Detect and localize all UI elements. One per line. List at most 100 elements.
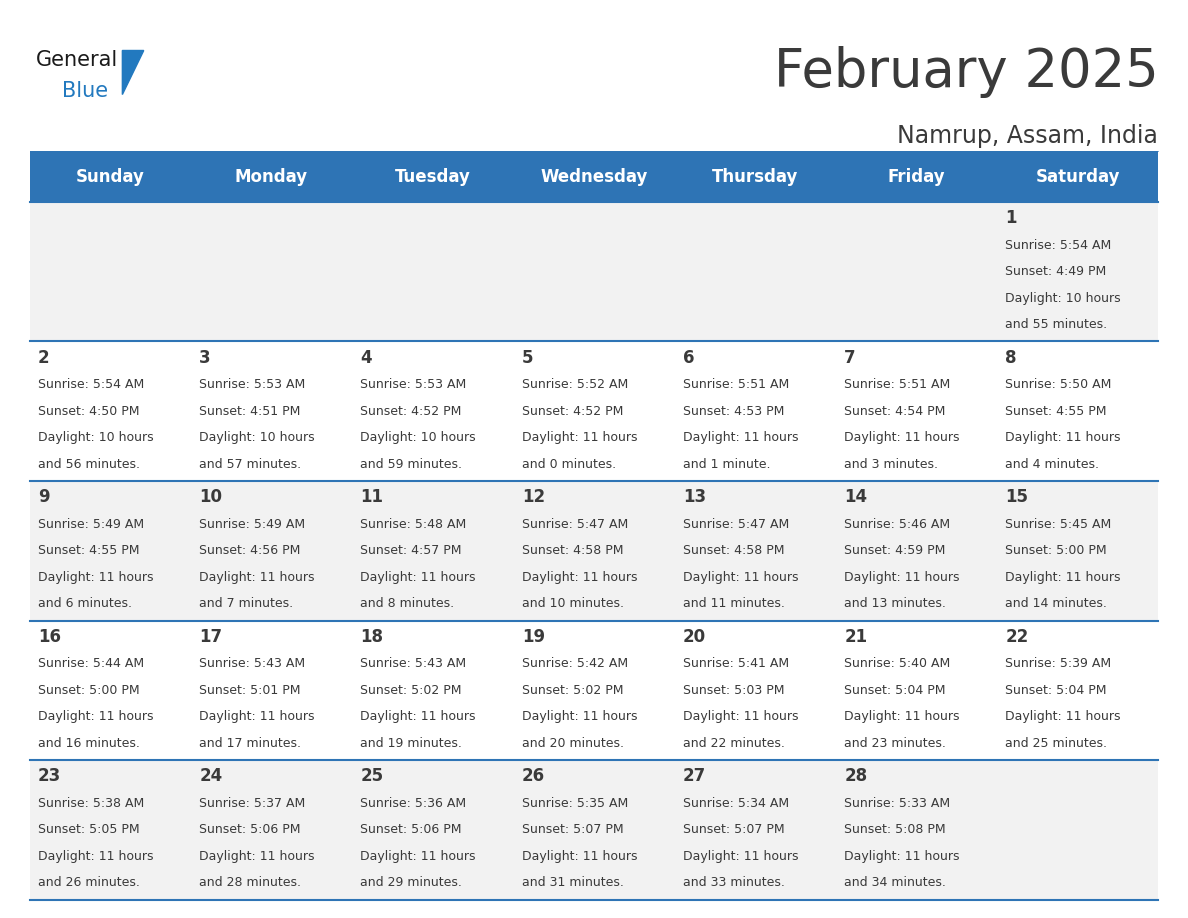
Bar [30,481,1158,621]
Text: Sunset: 4:52 PM: Sunset: 4:52 PM [360,405,462,418]
Text: Sunset: 5:02 PM: Sunset: 5:02 PM [522,684,624,697]
Text: Sunset: 5:01 PM: Sunset: 5:01 PM [200,684,301,697]
Text: Sunrise: 5:50 AM: Sunrise: 5:50 AM [1005,378,1112,391]
Text: Sunset: 5:08 PM: Sunset: 5:08 PM [845,823,946,836]
Text: Sunrise: 5:48 AM: Sunrise: 5:48 AM [360,518,467,531]
Text: Sunset: 4:55 PM: Sunset: 4:55 PM [1005,405,1107,418]
Text: 24: 24 [200,767,222,786]
Text: 19: 19 [522,628,545,646]
Text: Sunset: 4:56 PM: Sunset: 4:56 PM [200,544,301,557]
Text: 14: 14 [845,488,867,507]
Text: Sunrise: 5:52 AM: Sunrise: 5:52 AM [522,378,628,391]
Text: Daylight: 11 hours: Daylight: 11 hours [522,711,637,723]
Text: February 2025: February 2025 [773,46,1158,98]
Text: Sunrise: 5:53 AM: Sunrise: 5:53 AM [200,378,305,391]
Text: and 19 minutes.: and 19 minutes. [360,737,462,750]
Text: Sunset: 5:00 PM: Sunset: 5:00 PM [1005,544,1107,557]
Text: Sunrise: 5:49 AM: Sunrise: 5:49 AM [38,518,144,531]
Text: Sunset: 5:00 PM: Sunset: 5:00 PM [38,684,140,697]
Text: Daylight: 11 hours: Daylight: 11 hours [522,850,637,863]
Text: Daylight: 11 hours: Daylight: 11 hours [683,711,798,723]
Text: Daylight: 10 hours: Daylight: 10 hours [1005,292,1121,305]
Text: Sunrise: 5:49 AM: Sunrise: 5:49 AM [200,518,305,531]
Text: Sunset: 5:07 PM: Sunset: 5:07 PM [522,823,624,836]
Text: Monday: Monday [235,168,308,185]
Text: Daylight: 11 hours: Daylight: 11 hours [845,571,960,584]
Text: Sunset: 4:55 PM: Sunset: 4:55 PM [38,544,139,557]
Text: Sunrise: 5:45 AM: Sunrise: 5:45 AM [1005,518,1112,531]
Text: Sunset: 4:52 PM: Sunset: 4:52 PM [522,405,623,418]
Text: Daylight: 11 hours: Daylight: 11 hours [522,431,637,444]
Text: Sunrise: 5:43 AM: Sunrise: 5:43 AM [200,657,305,670]
Text: and 33 minutes.: and 33 minutes. [683,877,785,890]
Text: 22: 22 [1005,628,1029,646]
Text: Daylight: 11 hours: Daylight: 11 hours [360,571,476,584]
Text: Sunset: 5:06 PM: Sunset: 5:06 PM [200,823,301,836]
Text: 11: 11 [360,488,384,507]
Text: 26: 26 [522,767,545,786]
Text: Sunset: 4:49 PM: Sunset: 4:49 PM [1005,265,1107,278]
Text: 13: 13 [683,488,706,507]
Text: Friday: Friday [887,168,946,185]
Polygon shape [122,50,144,95]
Text: 3: 3 [200,349,210,367]
Text: and 20 minutes.: and 20 minutes. [522,737,624,750]
Text: Wednesday: Wednesday [541,168,647,185]
Text: Sunrise: 5:51 AM: Sunrise: 5:51 AM [845,378,950,391]
Text: and 55 minutes.: and 55 minutes. [1005,319,1107,331]
Text: General: General [36,50,118,71]
Bar [30,621,1158,760]
Text: and 13 minutes.: and 13 minutes. [845,598,946,610]
Text: and 6 minutes.: and 6 minutes. [38,598,132,610]
Text: Sunrise: 5:33 AM: Sunrise: 5:33 AM [845,797,950,810]
Text: Sunrise: 5:47 AM: Sunrise: 5:47 AM [522,518,628,531]
Text: Sunset: 4:53 PM: Sunset: 4:53 PM [683,405,784,418]
Text: Sunrise: 5:41 AM: Sunrise: 5:41 AM [683,657,789,670]
Text: 10: 10 [200,488,222,507]
Text: Sunrise: 5:36 AM: Sunrise: 5:36 AM [360,797,467,810]
Bar [30,202,1158,341]
Text: Sunrise: 5:51 AM: Sunrise: 5:51 AM [683,378,789,391]
Text: and 14 minutes.: and 14 minutes. [1005,598,1107,610]
Text: Sunset: 5:05 PM: Sunset: 5:05 PM [38,823,140,836]
Text: and 26 minutes.: and 26 minutes. [38,877,140,890]
Text: and 10 minutes.: and 10 minutes. [522,598,624,610]
Text: Daylight: 11 hours: Daylight: 11 hours [38,571,153,584]
Text: Daylight: 11 hours: Daylight: 11 hours [683,571,798,584]
Text: Sunrise: 5:46 AM: Sunrise: 5:46 AM [845,518,950,531]
Text: Daylight: 10 hours: Daylight: 10 hours [200,431,315,444]
Text: Sunset: 4:57 PM: Sunset: 4:57 PM [360,544,462,557]
Text: Saturday: Saturday [1036,168,1120,185]
Text: and 4 minutes.: and 4 minutes. [1005,458,1099,471]
Text: and 7 minutes.: and 7 minutes. [200,598,293,610]
Text: 5: 5 [522,349,533,367]
Text: and 56 minutes.: and 56 minutes. [38,458,140,471]
Text: 28: 28 [845,767,867,786]
Text: 7: 7 [845,349,855,367]
Text: Sunrise: 5:37 AM: Sunrise: 5:37 AM [200,797,305,810]
Text: 2: 2 [38,349,50,367]
Text: 9: 9 [38,488,50,507]
Text: Sunrise: 5:47 AM: Sunrise: 5:47 AM [683,518,789,531]
Text: Daylight: 10 hours: Daylight: 10 hours [360,431,476,444]
Text: and 59 minutes.: and 59 minutes. [360,458,462,471]
Text: and 31 minutes.: and 31 minutes. [522,877,624,890]
Text: Daylight: 11 hours: Daylight: 11 hours [360,711,476,723]
Text: Daylight: 11 hours: Daylight: 11 hours [38,711,153,723]
Text: and 16 minutes.: and 16 minutes. [38,737,140,750]
Text: Sunrise: 5:54 AM: Sunrise: 5:54 AM [1005,239,1112,252]
Text: Sunrise: 5:54 AM: Sunrise: 5:54 AM [38,378,144,391]
Text: Sunrise: 5:44 AM: Sunrise: 5:44 AM [38,657,144,670]
Text: and 57 minutes.: and 57 minutes. [200,458,302,471]
Bar [30,341,1158,481]
Text: Sunset: 5:03 PM: Sunset: 5:03 PM [683,684,784,697]
Text: 18: 18 [360,628,384,646]
Text: Thursday: Thursday [712,168,798,185]
Text: 6: 6 [683,349,695,367]
Text: Sunrise: 5:38 AM: Sunrise: 5:38 AM [38,797,144,810]
Text: Sunset: 5:07 PM: Sunset: 5:07 PM [683,823,784,836]
Text: Sunrise: 5:53 AM: Sunrise: 5:53 AM [360,378,467,391]
Bar [30,760,1158,900]
Text: 17: 17 [200,628,222,646]
Text: 8: 8 [1005,349,1017,367]
